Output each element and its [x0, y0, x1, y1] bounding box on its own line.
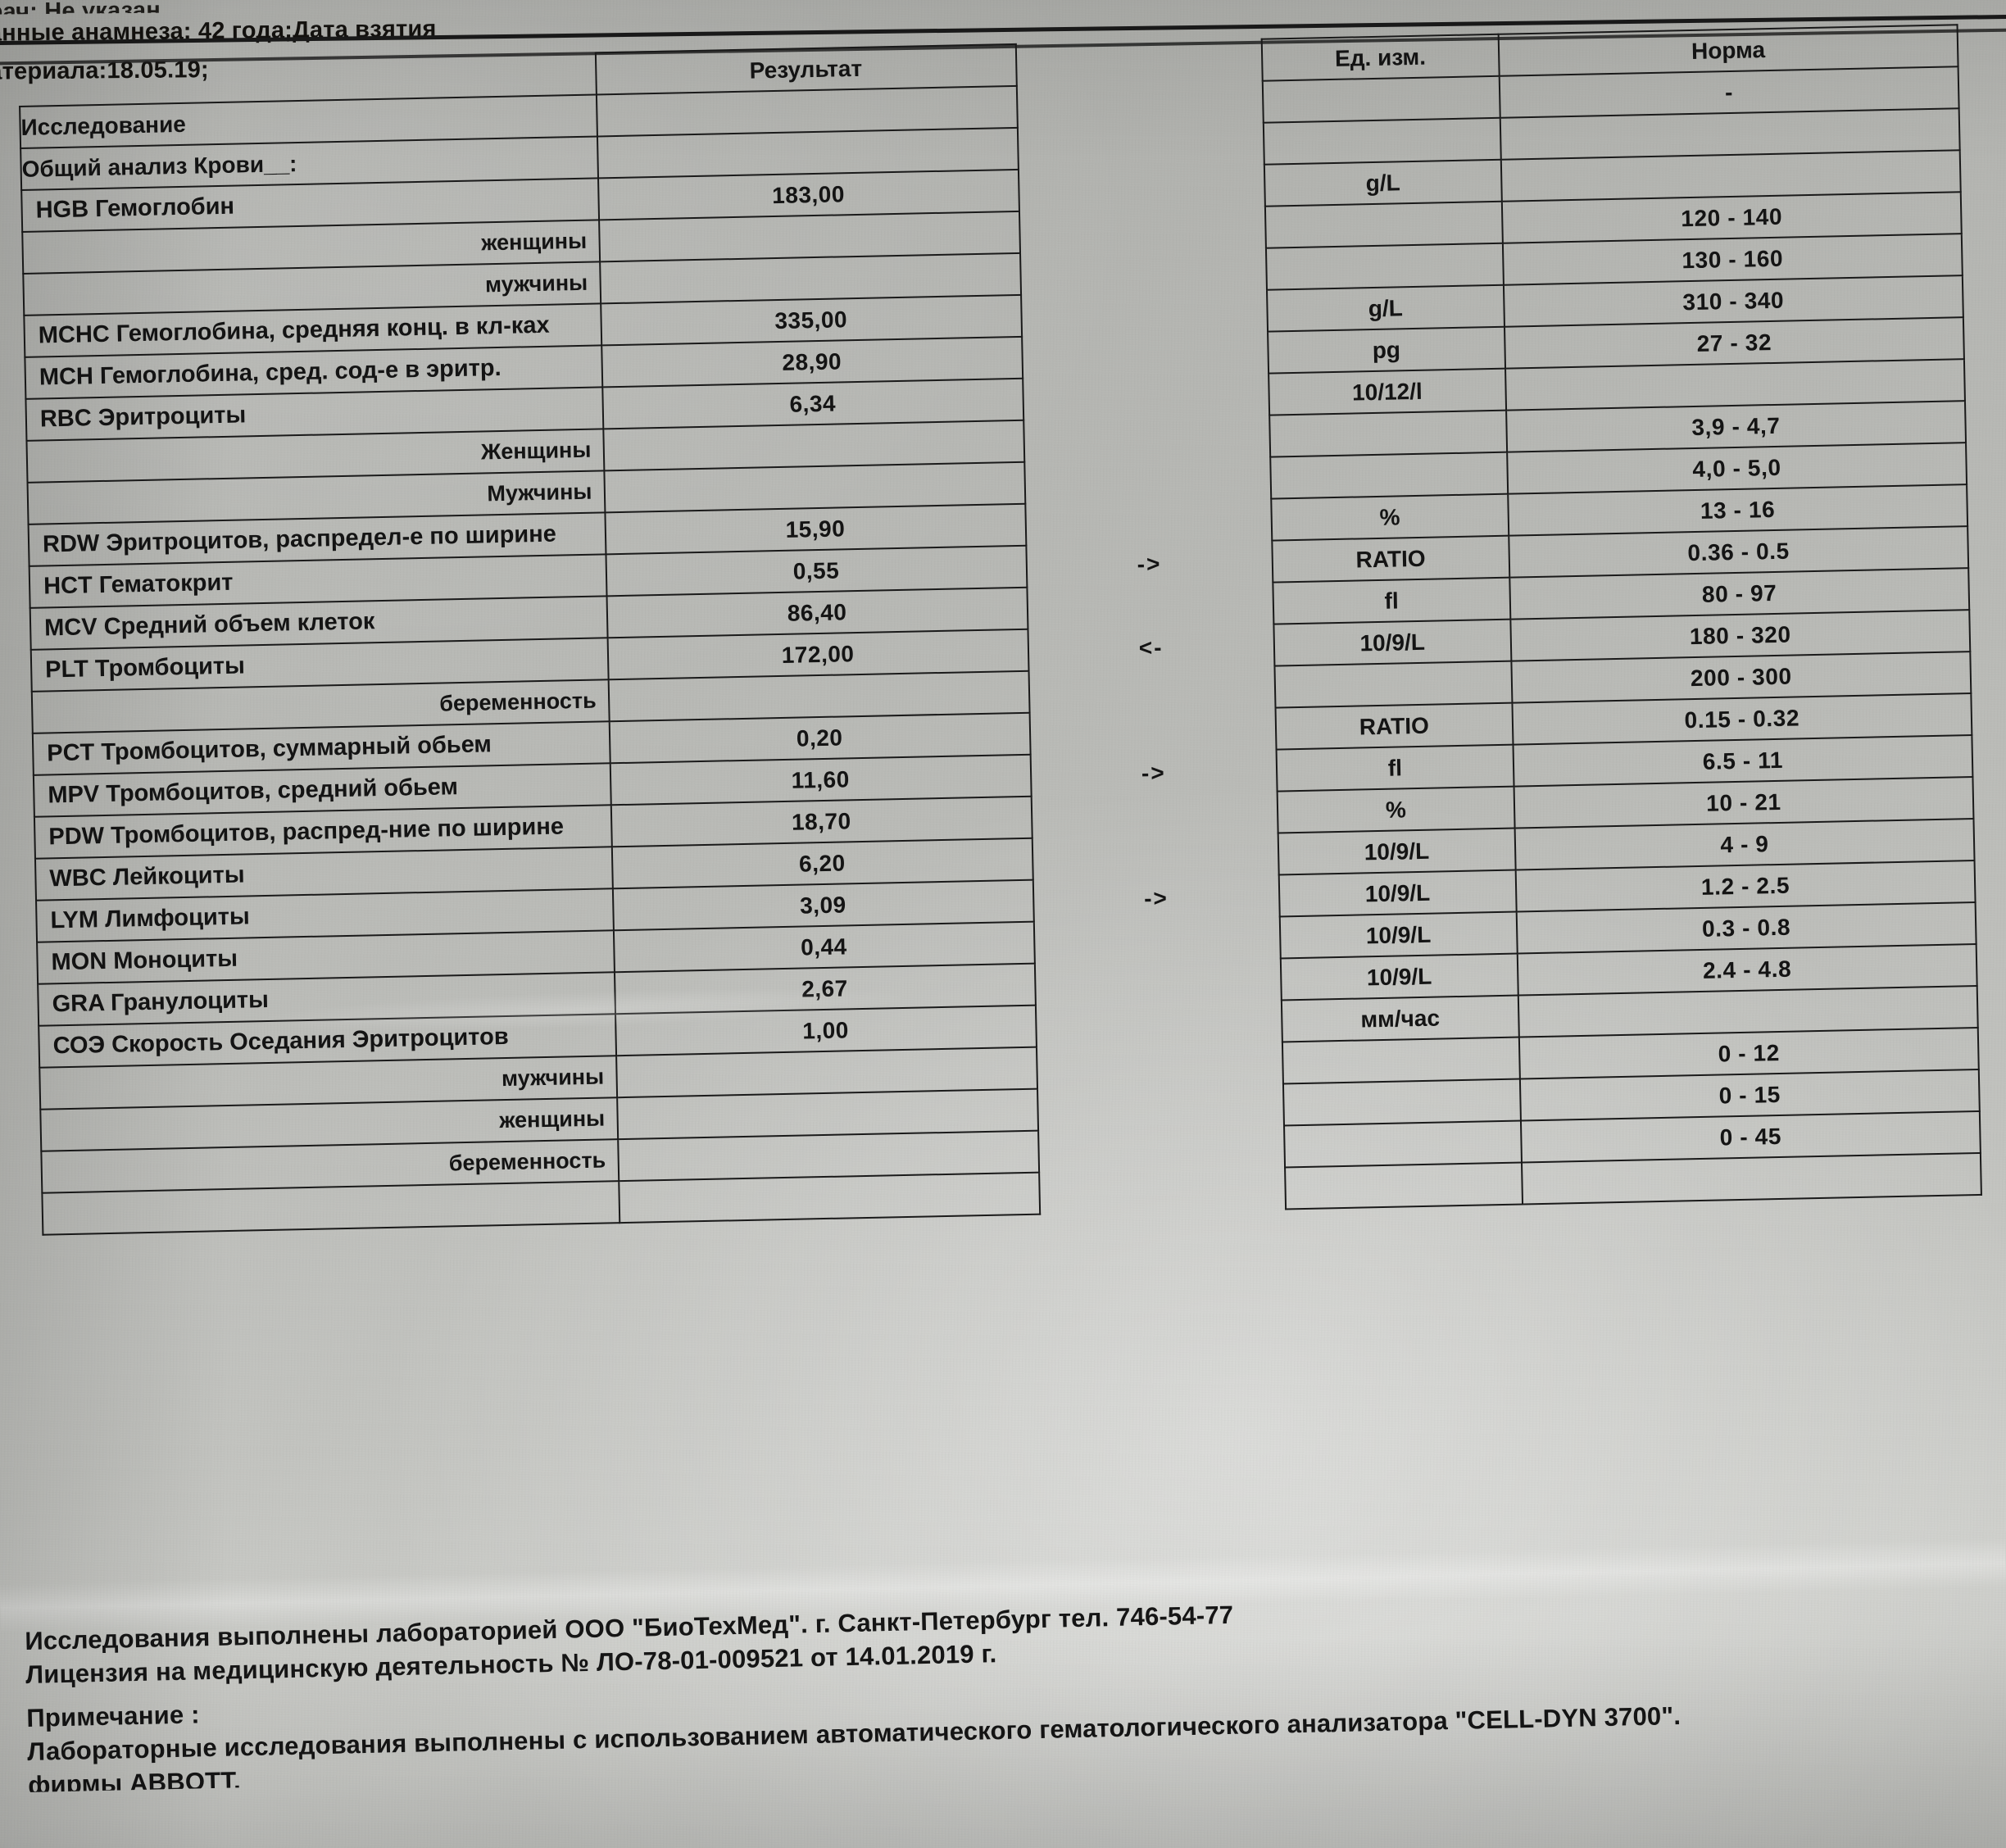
- row-unit: [1274, 661, 1513, 708]
- row-subgroup-label: мужчины: [501, 1064, 605, 1092]
- row-flag-marker: ->: [1141, 759, 1166, 786]
- row-analyte-name: WBC Лейкоциты: [49, 861, 245, 892]
- footer-result-cell: [618, 1172, 1040, 1224]
- row-analyte-name: MCH Гемоглобина, сред. сод-е в эритр.: [39, 354, 502, 391]
- row-subgroup-label: беременность: [448, 1147, 606, 1176]
- row-flag-marker: [1019, 207, 1266, 253]
- row-unit: 10/9/L: [1278, 828, 1516, 875]
- row-unit: [1265, 243, 1504, 290]
- row-flag-marker: <-: [1138, 633, 1164, 661]
- row-flag-marker: [1037, 1083, 1284, 1130]
- row-flag-marker: [1022, 332, 1268, 379]
- subheader-unit: [1262, 75, 1500, 123]
- row-analyte-name: RDW Эритроцитов, распредел-е по ширине: [42, 520, 557, 558]
- row-analyte-name: MCHC Гемоглобина, средняя конц. в кл-ках: [38, 311, 550, 349]
- row-subgroup-label: женщины: [480, 228, 588, 256]
- row-unit: g/L: [1264, 159, 1502, 207]
- row-unit: [1268, 410, 1507, 457]
- results-table: Результат Ед. изм. Норма Исследование - Общий…: [18, 24, 1982, 1235]
- section-flag: [1017, 123, 1264, 170]
- row-analyte-name: PCT Тромбоцитов, суммарный обьем: [47, 731, 492, 767]
- row-unit: [1282, 1078, 1521, 1126]
- footer-unit-cell: [1284, 1162, 1523, 1210]
- row-unit: 10/9/L: [1279, 911, 1518, 959]
- footer-norm-cell: [1521, 1152, 1981, 1205]
- row-unit: fl: [1273, 577, 1511, 624]
- row-analyte-name: MON Моноциты: [51, 945, 238, 976]
- results-table-container: Результат Ед. изм. Норма Исследование - Общий…: [18, 24, 2006, 1236]
- row-unit: g/L: [1266, 284, 1504, 332]
- row-analyte-name: HCT Гематокрит: [43, 569, 234, 600]
- row-unit: fl: [1276, 744, 1514, 792]
- row-analyte-name: HGB Гемоглобин: [35, 193, 235, 224]
- row-analyte-name: LYM Лимфоциты: [50, 903, 251, 934]
- report-footer: Исследования выполнены лабораторией ООО …: [25, 1584, 1995, 1796]
- row-flag-marker: [1028, 666, 1275, 713]
- row-analyte-name: СОЭ Скорость Оседания Эритроцитов: [52, 1023, 509, 1060]
- section-unit: [1263, 117, 1501, 165]
- row-flag-marker: [1023, 374, 1269, 420]
- row-flag-marker: [1032, 833, 1278, 880]
- row-flag-marker: [1036, 1000, 1282, 1047]
- anamnesis-line: анные анамнеза: 42 года;Дата взятия: [0, 16, 437, 47]
- row-flag-marker: [1021, 290, 1268, 337]
- row-flag-marker: [1027, 583, 1273, 629]
- row-flag-marker: ->: [1137, 550, 1162, 577]
- row-unit: %: [1277, 786, 1515, 833]
- row-flag-marker: ->: [1143, 884, 1169, 911]
- row-flag-marker: [1031, 792, 1278, 838]
- row-flag-marker: [1029, 708, 1276, 755]
- row-analyte-name: MPV Тромбоцитов, средний обьем: [48, 774, 459, 809]
- row-flag-marker: [1024, 457, 1271, 504]
- row-unit: 10/9/L: [1278, 870, 1517, 917]
- row-flag-marker: [1025, 499, 1272, 546]
- row-unit: 10/12/l: [1268, 368, 1506, 415]
- header-cell-unit: Ед. изм.: [1261, 34, 1500, 81]
- row-flag-marker: [1037, 1042, 1283, 1088]
- row-unit: 10/9/L: [1280, 953, 1518, 1001]
- row-subgroup-label: мужчины: [484, 270, 588, 297]
- row-subgroup-label: женщины: [499, 1106, 606, 1133]
- row-unit: pg: [1267, 326, 1505, 374]
- row-unit: [1264, 201, 1503, 248]
- row-flag-marker: [1023, 415, 1270, 462]
- row-flag-marker: [1033, 917, 1280, 964]
- row-unit: [1282, 1037, 1520, 1084]
- row-subgroup-label: беременность: [438, 688, 597, 716]
- row-unit: [1270, 452, 1509, 499]
- row-flag-marker: [1038, 1125, 1285, 1172]
- row-analyte-name: PLT Тромбоциты: [44, 652, 246, 683]
- subheader-flag: [1016, 81, 1263, 128]
- row-subgroup-label: Женщины: [480, 437, 592, 465]
- row-unit: 10/9/L: [1273, 619, 1512, 666]
- row-flag-marker: [1020, 248, 1267, 295]
- row-analyte-name: GRA Гранулоциты: [52, 986, 270, 1018]
- row-unit: мм/час: [1281, 995, 1519, 1042]
- row-unit: RATIO: [1275, 702, 1514, 750]
- row-analyte-name: PDW Тромбоцитов, распред-ние по ширине: [48, 813, 565, 851]
- row-flag-marker: [1019, 165, 1265, 211]
- row-unit: %: [1271, 493, 1509, 541]
- row-analyte-name: RBC Эритроциты: [39, 402, 247, 433]
- header-cell-flag: [1015, 39, 1262, 86]
- row-analyte-name: MCV Средний объем клеток: [43, 608, 375, 642]
- row-unit: [1283, 1120, 1522, 1168]
- row-unit: RATIO: [1272, 535, 1510, 583]
- footer-flag-cell: [1039, 1167, 1286, 1214]
- row-flag-marker: [1034, 959, 1281, 1006]
- row-subgroup-label: Мужчины: [487, 479, 592, 506]
